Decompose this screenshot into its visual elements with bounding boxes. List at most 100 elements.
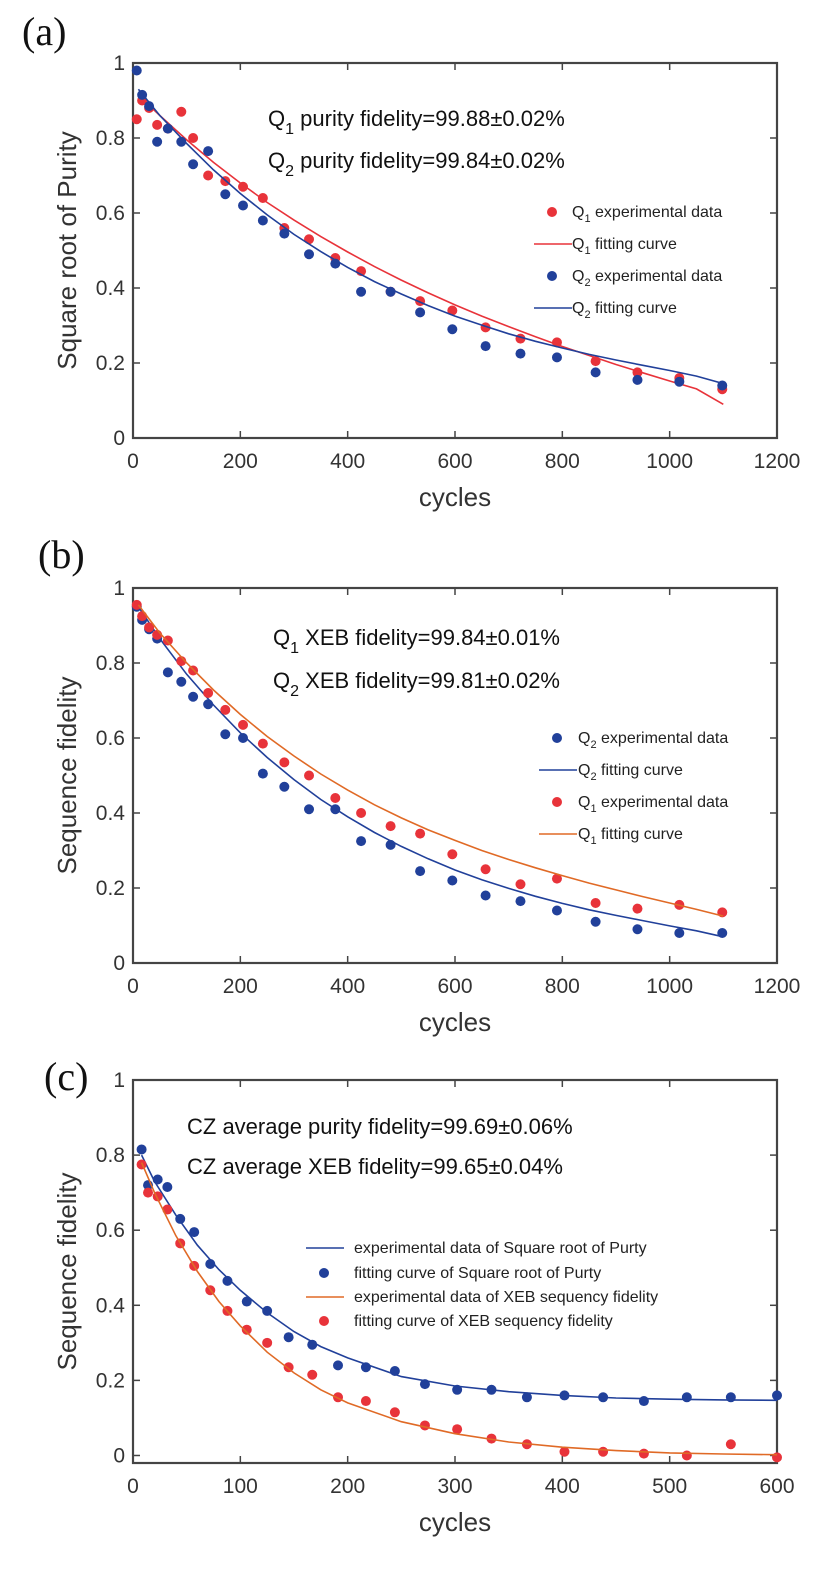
x-tick-label: 1200: [754, 975, 801, 998]
data-point: [447, 305, 458, 316]
data-point: [238, 200, 249, 211]
data-point: [590, 916, 601, 927]
legend-subscript: 1: [590, 803, 596, 815]
data-point: [162, 635, 173, 646]
legend-subscript: 1: [584, 245, 590, 257]
legend-text: experimental data: [591, 204, 723, 221]
legend-prefix: Q: [578, 762, 590, 779]
x-tick-label: 400: [330, 975, 365, 998]
y-axis-label: Sequence fidelity: [52, 1172, 82, 1370]
data-point: [257, 768, 268, 779]
data-point: [590, 898, 601, 908]
legend-entry: experimental data of Square root of Purt…: [306, 1240, 647, 1257]
data-point: [385, 286, 396, 297]
data-point: [188, 159, 199, 170]
x-tick-label: 600: [437, 975, 472, 998]
data-point: [674, 928, 685, 938]
legend-text: experimental data of XEB sequency fideli…: [354, 1289, 658, 1306]
data-point: [333, 1360, 344, 1371]
data-point: [447, 875, 458, 886]
data-point: [415, 828, 426, 839]
legend-entry: Q2 experimental data: [547, 268, 722, 289]
data-point: [131, 599, 142, 610]
data-point: [515, 896, 526, 907]
data-point: [330, 793, 341, 803]
data-point: [452, 1424, 463, 1435]
data-point: [385, 821, 396, 832]
data-point: [131, 65, 142, 76]
legend-dot-marker: [319, 1316, 329, 1326]
legend-entry: Q1 experimental data: [552, 794, 728, 815]
data-point: [257, 738, 268, 749]
legend-text: experimental data: [591, 268, 723, 285]
legend-label: Q1 experimental data: [572, 204, 722, 225]
legend-label: fitting curve of Square root of Purty: [354, 1265, 601, 1282]
data-point: [356, 286, 367, 297]
data-point: [188, 133, 199, 143]
data-point: [136, 1144, 147, 1155]
data-point: [772, 1390, 782, 1401]
data-point: [283, 1332, 294, 1343]
data-point: [152, 119, 163, 130]
data-point: [304, 234, 315, 245]
annotation-subscript: 1: [285, 121, 294, 138]
legend-text: fitting curve: [597, 826, 683, 843]
legend-entry: Q2 fitting curve: [539, 762, 683, 783]
data-point: [262, 1305, 273, 1316]
annotation-main: Q: [273, 625, 290, 650]
annotation-main: Q: [268, 148, 285, 173]
data-point: [590, 367, 601, 378]
y-tick-label: 0.8: [96, 127, 125, 150]
y-tick-label: 0: [113, 427, 125, 450]
data-point: [304, 804, 315, 815]
y-tick-label: 0.8: [96, 652, 125, 675]
legend-subscript: 1: [590, 835, 596, 847]
legend-dot-marker: [319, 1268, 329, 1278]
panel-label: (a): [22, 9, 66, 54]
legend-subscript: 1: [584, 213, 590, 225]
data-point: [551, 873, 562, 884]
data-point: [480, 864, 491, 875]
x-tick-label: 200: [330, 1475, 365, 1498]
data-point: [131, 114, 142, 125]
x-tick-label: 200: [223, 975, 258, 998]
data-point: [188, 691, 199, 702]
x-tick-label: 400: [330, 450, 365, 473]
data-point: [515, 879, 526, 890]
data-point: [551, 352, 562, 363]
x-tick-label: 1000: [646, 450, 693, 473]
legend-prefix: Q: [572, 204, 584, 221]
x-tick-label: 600: [759, 1475, 794, 1498]
series-line: [137, 94, 724, 405]
y-tick-label: 0.6: [96, 727, 125, 750]
series-line: [137, 88, 724, 385]
data-point: [279, 781, 290, 792]
data-point: [515, 348, 526, 359]
data-point: [598, 1446, 609, 1457]
y-tick-label: 0: [113, 1444, 125, 1467]
data-point: [238, 719, 249, 730]
y-axis-label: Sequence fidelity: [52, 676, 82, 874]
x-axis-label: cycles: [419, 1007, 491, 1037]
legend-prefix: Q: [572, 300, 584, 317]
chart-panel-b: (b) 0 200 400 600 800 1000 1200 0 0.2 0.4 0.6 0.8 1 cy…: [38, 532, 800, 1037]
legend-text: experimental data: [597, 794, 729, 811]
x-tick-label: 1200: [754, 450, 801, 473]
data-point: [415, 307, 426, 318]
y-tick-label: 1: [113, 52, 125, 75]
legend-entry: fitting curve of XEB sequency fidelity: [319, 1313, 613, 1330]
data-point: [559, 1446, 570, 1457]
annotation-rest: purity fidelity=99.88±0.02%: [294, 106, 565, 131]
legend-text: experimental data: [597, 730, 729, 747]
data-point: [681, 1450, 692, 1461]
data-point: [632, 903, 643, 914]
annotation-rest: XEB fidelity=99.84±0.01%: [299, 625, 560, 650]
data-point: [203, 699, 214, 710]
y-tick-label: 0.6: [96, 1219, 125, 1242]
data-point: [162, 667, 173, 678]
data-point: [144, 101, 155, 112]
x-tick-label: 800: [545, 450, 580, 473]
data-point: [389, 1407, 400, 1418]
legend-label: Q1 fitting curve: [572, 236, 677, 257]
data-point: [681, 1392, 692, 1403]
